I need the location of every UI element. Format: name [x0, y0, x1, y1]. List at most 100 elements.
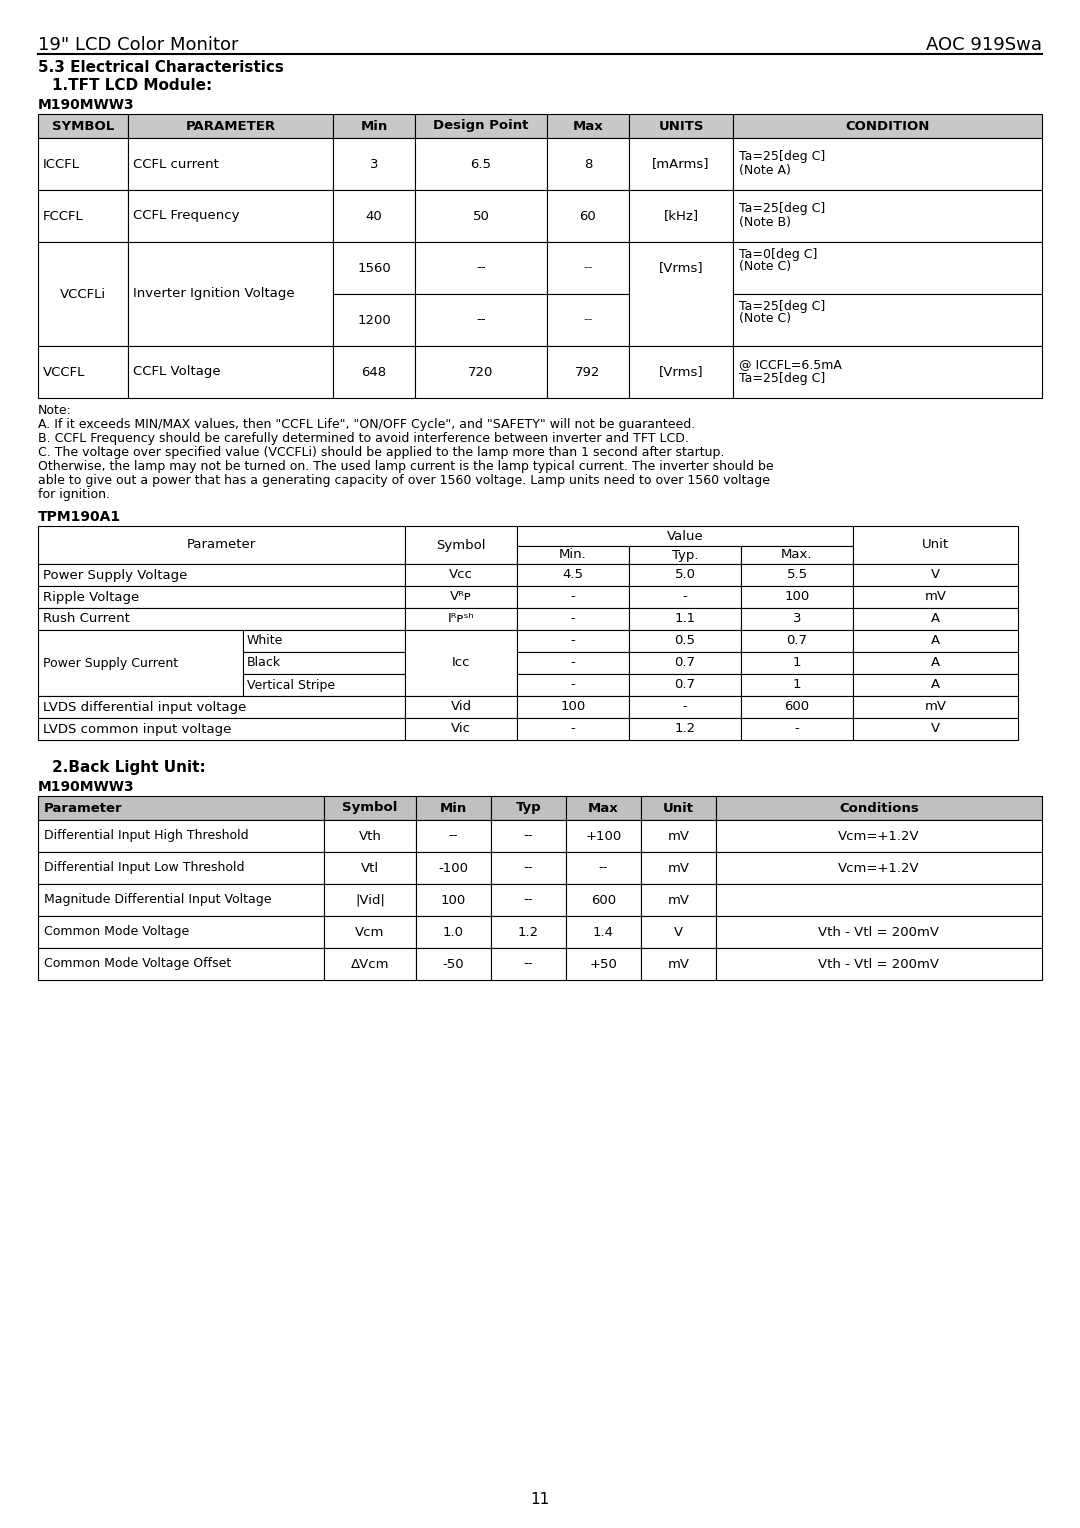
Text: [mArms]: [mArms] [652, 157, 710, 171]
Text: 3: 3 [369, 157, 378, 171]
Text: Inverter Ignition Voltage: Inverter Ignition Voltage [133, 287, 295, 301]
Text: --: -- [524, 894, 534, 906]
Text: 1: 1 [793, 657, 801, 669]
Bar [129, 241, 333, 345]
Text: mV: mV [667, 830, 689, 842]
Text: Ta=25[deg C]: Ta=25[deg C] [739, 202, 825, 215]
Text: Rush Current: Rush Current [43, 613, 130, 625]
Text: (Note A): (Note A) [739, 163, 791, 177]
Text: 648: 648 [362, 365, 387, 379]
Bar [853, 674, 1018, 695]
Bar [716, 796, 1042, 821]
Text: 1.4: 1.4 [593, 926, 615, 938]
Bar [629, 138, 733, 189]
Bar [38, 345, 129, 397]
Text: Ta=25[deg C]: Ta=25[deg C] [739, 150, 825, 163]
Bar [415, 293, 546, 345]
Text: (Note C): (Note C) [739, 260, 792, 274]
Text: --: -- [524, 830, 534, 842]
Bar [642, 947, 716, 979]
Bar [629, 189, 733, 241]
Text: ICCFL: ICCFL [43, 157, 80, 171]
Text: -100: -100 [438, 862, 469, 874]
Bar [405, 695, 517, 718]
Bar [546, 138, 629, 189]
Text: 720: 720 [469, 365, 494, 379]
Text: --: -- [583, 313, 593, 327]
Bar [733, 115, 1042, 138]
Text: -: - [570, 590, 576, 604]
Bar [38, 241, 129, 345]
Text: CONDITION: CONDITION [846, 119, 930, 133]
Text: A: A [931, 613, 940, 625]
Bar [517, 630, 629, 652]
Text: Parameter: Parameter [187, 538, 256, 552]
Bar [517, 608, 629, 630]
Text: --: -- [598, 862, 608, 874]
Text: mV: mV [924, 590, 946, 604]
Text: -: - [570, 657, 576, 669]
Bar [566, 796, 642, 821]
Text: [Vrms]: [Vrms] [659, 261, 703, 275]
Text: +100: +100 [585, 830, 622, 842]
Text: 0.5: 0.5 [675, 634, 696, 648]
Bar [129, 345, 333, 397]
Bar [566, 915, 642, 947]
Bar [416, 885, 491, 915]
Text: VCCFL: VCCFL [43, 365, 85, 379]
Text: 8: 8 [584, 157, 592, 171]
Bar [517, 587, 629, 608]
Bar [853, 608, 1018, 630]
Bar [491, 885, 566, 915]
Bar [566, 853, 642, 885]
Text: TPM190A1: TPM190A1 [38, 510, 121, 524]
Bar [415, 138, 546, 189]
Bar [716, 947, 1042, 979]
Text: 40: 40 [366, 209, 382, 223]
Text: 1.0: 1.0 [443, 926, 464, 938]
Text: Unit: Unit [922, 538, 949, 552]
Text: -50: -50 [443, 958, 464, 970]
Text: --: -- [583, 261, 593, 275]
Text: Value: Value [666, 530, 703, 542]
Bar [546, 345, 629, 397]
Text: AOC 919Swa: AOC 919Swa [926, 37, 1042, 53]
Bar [546, 293, 629, 345]
Bar [642, 796, 716, 821]
Text: Design Point: Design Point [433, 119, 529, 133]
Bar [629, 545, 741, 564]
Text: 1.2: 1.2 [674, 723, 696, 735]
Text: Vcm=+1.2V: Vcm=+1.2V [838, 862, 920, 874]
Text: -: - [570, 634, 576, 648]
Bar [517, 652, 629, 674]
Text: (Note B): (Note B) [739, 215, 791, 229]
Bar [853, 526, 1018, 564]
Text: 2.Back Light Unit:: 2.Back Light Unit: [52, 759, 206, 775]
Text: V: V [931, 723, 940, 735]
Text: Symbol: Symbol [342, 802, 397, 814]
Bar [741, 545, 853, 564]
Bar [733, 241, 1042, 293]
Text: 0.7: 0.7 [786, 634, 808, 648]
Bar [38, 853, 324, 885]
Bar [405, 608, 517, 630]
Text: 6.5: 6.5 [471, 157, 491, 171]
Text: 100: 100 [784, 590, 810, 604]
Text: Ripple Voltage: Ripple Voltage [43, 590, 139, 604]
Text: (Note C): (Note C) [739, 312, 792, 325]
Bar [333, 293, 415, 345]
Text: 100: 100 [561, 700, 585, 714]
Text: M190MWW3: M190MWW3 [38, 779, 135, 795]
Text: mV: mV [667, 894, 689, 906]
Text: 60: 60 [580, 209, 596, 223]
Bar [415, 241, 546, 293]
Bar [629, 564, 741, 587]
Bar [38, 564, 405, 587]
Bar [517, 695, 629, 718]
Text: ΔVcm: ΔVcm [351, 958, 389, 970]
Text: Ta=25[deg C]: Ta=25[deg C] [739, 371, 825, 385]
Text: Vcm: Vcm [355, 926, 384, 938]
Text: Vcm=+1.2V: Vcm=+1.2V [838, 830, 920, 842]
Bar [629, 695, 741, 718]
Text: Power Supply Voltage: Power Supply Voltage [43, 568, 187, 582]
